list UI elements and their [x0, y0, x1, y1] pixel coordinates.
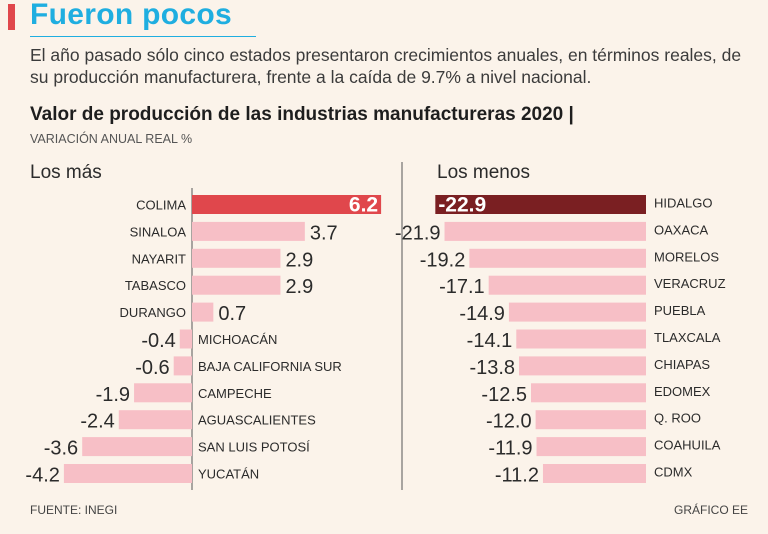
category-label-los-mas: TABASCO — [125, 278, 186, 293]
category-label-los-menos: EDOMEX — [654, 384, 711, 399]
category-label-los-menos: CHIAPAS — [654, 357, 710, 372]
chart-subtitle: VARIACIÓN ANUAL REAL % — [30, 132, 193, 146]
value-label-los-mas: 3.7 — [310, 222, 338, 244]
value-label-los-mas: 6.2 — [349, 194, 378, 217]
category-label-los-menos: Q. ROO — [654, 411, 701, 426]
bar-los-menos — [535, 410, 646, 430]
value-label-los-menos: -22.9 — [438, 194, 486, 217]
credit-note: GRÁFICO EE — [673, 503, 748, 517]
source-note: FUENTE: INEGI — [30, 503, 118, 517]
value-label-los-menos: -14.1 — [467, 330, 513, 352]
value-label-los-mas: -0.4 — [141, 330, 175, 352]
bar-los-mas — [173, 356, 192, 376]
bar-los-mas — [192, 302, 214, 322]
bar-los-mas — [134, 383, 192, 403]
category-label-los-mas: BAJA CALIFORNIA SUR — [198, 359, 342, 374]
headline: Fueron pocos — [30, 0, 232, 31]
value-label-los-menos: -11.9 — [488, 438, 532, 460]
bar-los-mas — [118, 410, 192, 430]
value-label-los-menos: -17.1 — [439, 276, 485, 298]
category-label-los-menos: PUEBLA — [654, 303, 706, 318]
bar-los-mas — [82, 437, 192, 457]
category-label-los-menos: TLAXCALA — [654, 330, 721, 345]
bar-los-mas — [192, 221, 305, 241]
category-label-los-mas: SAN LUIS POTOSÍ — [198, 440, 310, 455]
bar-los-mas — [192, 248, 281, 268]
value-label-los-mas: -2.4 — [80, 411, 114, 433]
bar-los-mas — [192, 195, 382, 214]
category-label-los-menos: VERACRUZ — [654, 276, 726, 291]
accent-bar — [8, 4, 15, 30]
value-label-los-menos: -11.2 — [495, 465, 539, 487]
category-label-los-mas: MICHOACÁN — [198, 332, 277, 347]
panel-title-los-menos: Los menos — [437, 162, 530, 183]
category-label-los-mas: SINALOA — [130, 224, 187, 239]
value-label-los-mas: -4.2 — [25, 465, 59, 487]
category-label-los-mas: YUCATÁN — [198, 467, 259, 482]
bar-los-mas — [192, 275, 281, 295]
bar-los-menos — [435, 195, 646, 214]
bar-los-menos — [519, 356, 646, 376]
category-label-los-menos: COAHUILA — [654, 438, 721, 453]
value-label-los-menos: -21.9 — [395, 222, 441, 244]
bar-los-menos — [531, 383, 646, 403]
bar-los-menos — [516, 329, 646, 349]
intro-text: El año pasado sólo cinco estados present… — [30, 45, 742, 87]
bar-los-menos — [542, 464, 646, 483]
category-label-los-menos: OAXACA — [654, 222, 709, 237]
value-label-los-menos: -14.9 — [459, 303, 505, 325]
category-label-los-menos: MORELOS — [654, 249, 719, 264]
chart-title: Valor de producción de las industrias ma… — [30, 104, 574, 125]
panel-title-los-mas: Los más — [30, 162, 102, 183]
value-label-los-mas: -3.6 — [44, 438, 78, 460]
value-label-los-mas: 2.9 — [285, 249, 313, 271]
category-label-los-mas: AGUASCALIENTES — [198, 413, 316, 428]
value-label-los-mas: 0.7 — [218, 303, 246, 325]
value-label-los-menos: -19.2 — [420, 249, 466, 271]
bar-los-mas — [179, 329, 192, 349]
category-label-los-menos: CDMX — [654, 465, 693, 480]
value-label-los-mas: -1.9 — [96, 384, 130, 406]
category-label-los-mas: NAYARIT — [132, 251, 186, 266]
category-label-los-menos: HIDALGO — [654, 196, 713, 211]
bar-los-menos — [469, 248, 646, 268]
category-label-los-mas: COLIMA — [136, 198, 186, 213]
category-label-los-mas: DURANGO — [120, 305, 186, 320]
headline-rule — [30, 36, 256, 37]
value-label-los-menos: -12.0 — [486, 411, 532, 433]
bar-los-mas — [63, 464, 193, 483]
bar-los-menos — [536, 437, 646, 457]
bar-los-menos — [508, 302, 646, 322]
value-label-los-mas: 2.9 — [285, 276, 313, 298]
value-label-los-menos: -12.5 — [481, 384, 527, 406]
bar-los-menos — [488, 275, 646, 295]
value-label-los-mas: -0.6 — [135, 357, 169, 379]
value-label-los-menos: -13.8 — [469, 357, 515, 379]
bar-los-menos — [444, 221, 646, 241]
category-label-los-mas: CAMPECHE — [198, 386, 272, 401]
